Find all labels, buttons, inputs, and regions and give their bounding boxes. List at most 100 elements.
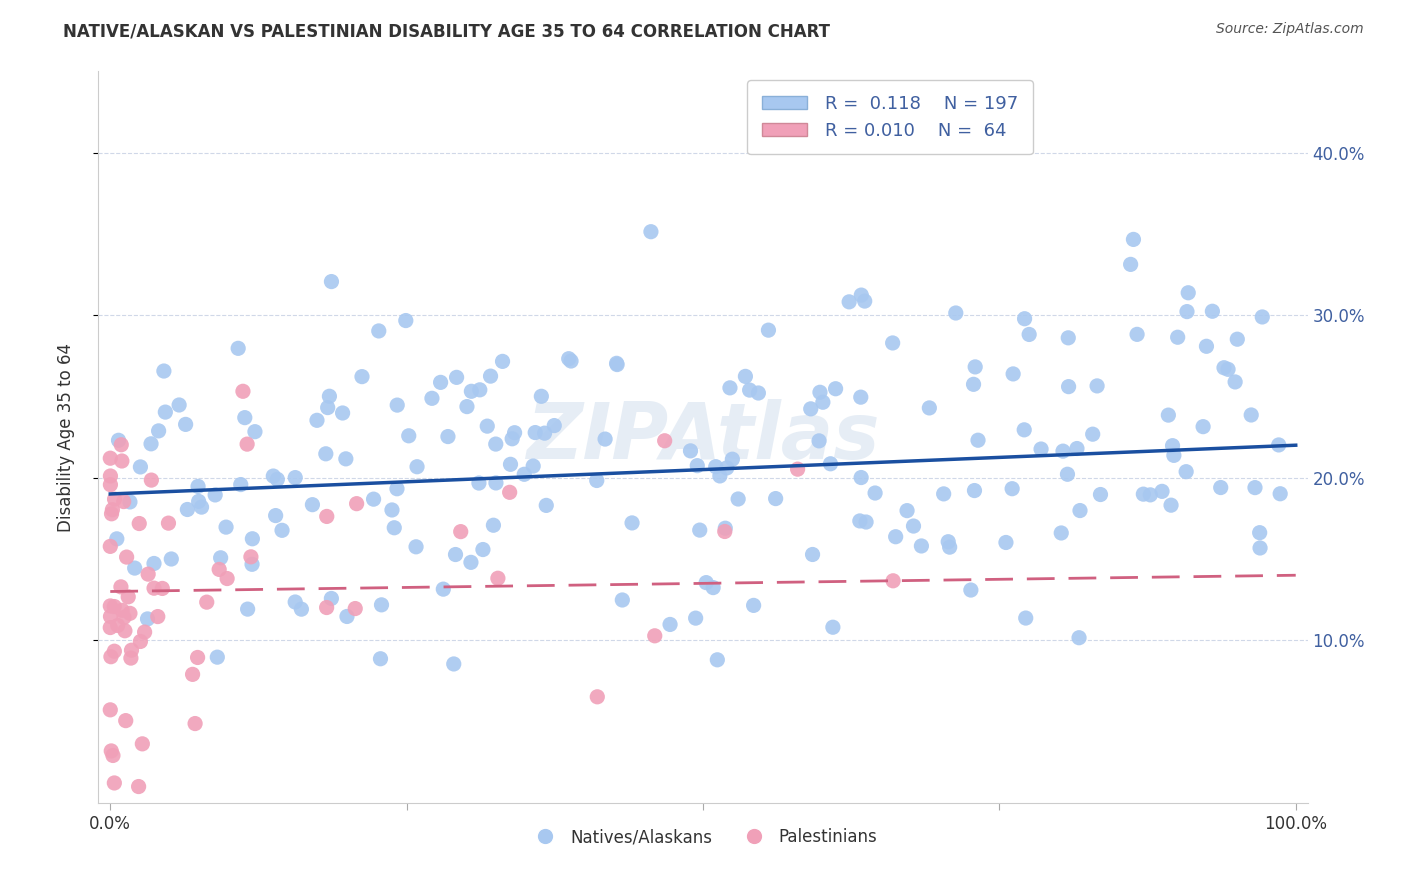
Point — [738, 383, 761, 397]
Point — [1270, 487, 1292, 501]
Point — [498, 485, 520, 500]
Point — [229, 477, 252, 491]
Point — [143, 557, 166, 571]
Point — [714, 521, 737, 535]
Point — [120, 651, 142, 665]
Point — [284, 595, 307, 609]
Point — [702, 581, 724, 595]
Point — [336, 609, 359, 624]
Point — [938, 540, 960, 554]
Point — [994, 535, 1017, 549]
Point — [1090, 487, 1112, 501]
Point — [98, 621, 121, 635]
Point — [98, 599, 121, 613]
Point — [851, 288, 873, 302]
Point — [184, 716, 207, 731]
Point — [903, 519, 925, 533]
Point — [215, 520, 238, 534]
Point — [932, 487, 955, 501]
Text: Source: ZipAtlas.com: Source: ZipAtlas.com — [1216, 22, 1364, 37]
Point — [713, 524, 735, 539]
Point — [800, 401, 823, 416]
Point — [103, 644, 125, 658]
Point — [1126, 327, 1149, 342]
Point — [370, 598, 392, 612]
Point — [195, 595, 218, 609]
Point — [1216, 362, 1239, 376]
Point — [1014, 311, 1036, 326]
Point — [849, 470, 872, 484]
Point — [208, 562, 231, 576]
Point — [118, 607, 141, 621]
Point — [1160, 498, 1182, 512]
Point — [695, 575, 717, 590]
Point — [1209, 481, 1232, 495]
Point — [367, 324, 389, 338]
Point — [727, 491, 749, 506]
Point — [110, 580, 132, 594]
Point — [612, 593, 634, 607]
Point — [150, 582, 173, 596]
Point — [1057, 379, 1080, 393]
Point — [501, 432, 523, 446]
Point — [190, 500, 212, 515]
Point — [100, 609, 122, 624]
Point — [853, 294, 876, 309]
Point — [290, 602, 312, 616]
Point — [382, 521, 405, 535]
Point — [486, 571, 509, 585]
Point — [350, 369, 373, 384]
Point — [1240, 408, 1263, 422]
Point — [100, 469, 122, 483]
Point — [685, 611, 707, 625]
Point — [1057, 331, 1080, 345]
Point — [679, 443, 702, 458]
Point — [107, 434, 129, 448]
Text: NATIVE/ALASKAN VS PALESTINIAN DISABILITY AGE 35 TO 64 CORRELATION CHART: NATIVE/ALASKAN VS PALESTINIAN DISABILITY… — [63, 22, 831, 40]
Point — [111, 603, 134, 617]
Point — [884, 530, 907, 544]
Point — [139, 437, 162, 451]
Point — [181, 667, 204, 681]
Point — [100, 507, 122, 521]
Point — [335, 451, 357, 466]
Point — [236, 437, 259, 451]
Point — [167, 398, 190, 412]
Point — [1175, 465, 1198, 479]
Point — [315, 509, 337, 524]
Point — [398, 429, 420, 443]
Point — [721, 452, 744, 467]
Point — [446, 370, 468, 384]
Point — [153, 364, 176, 378]
Point — [689, 523, 711, 537]
Point — [808, 434, 831, 448]
Point — [98, 703, 121, 717]
Point — [1249, 541, 1271, 555]
Point — [522, 458, 544, 473]
Point — [936, 534, 959, 549]
Point — [709, 469, 731, 483]
Point — [499, 458, 522, 472]
Point — [217, 572, 239, 586]
Point — [395, 313, 418, 327]
Point — [1163, 448, 1185, 462]
Point — [758, 323, 780, 337]
Point — [406, 459, 429, 474]
Point — [1167, 330, 1189, 344]
Point — [640, 225, 662, 239]
Point — [240, 532, 263, 546]
Point — [536, 499, 558, 513]
Point — [491, 354, 513, 368]
Point — [143, 581, 166, 595]
Point — [1122, 232, 1144, 246]
Point — [444, 548, 467, 562]
Point — [129, 459, 152, 474]
Point — [187, 494, 209, 508]
Point — [1066, 442, 1088, 456]
Point — [560, 354, 582, 368]
Point — [321, 591, 343, 606]
Point — [1018, 327, 1040, 342]
Point — [1150, 484, 1173, 499]
Point — [503, 425, 526, 440]
Point — [1052, 444, 1074, 458]
